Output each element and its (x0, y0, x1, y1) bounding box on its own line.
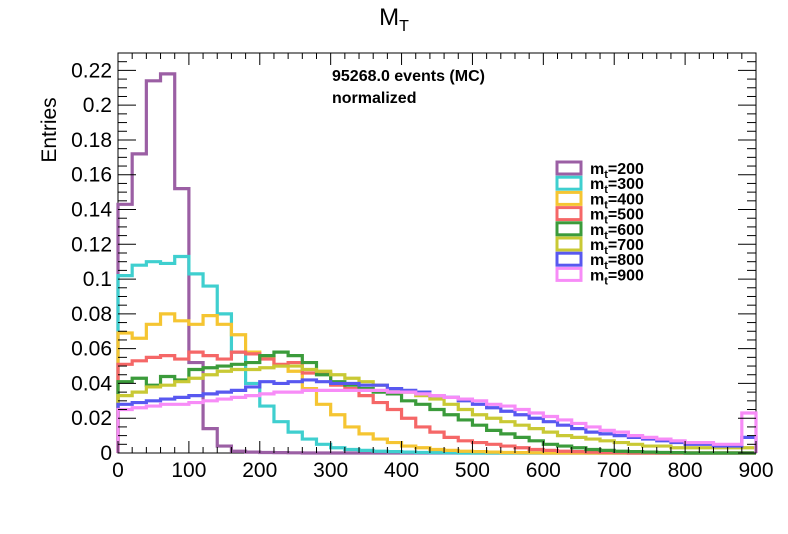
y-tick-label: 0.12 (71, 233, 112, 256)
chart-title-sub: T (399, 17, 409, 35)
legend-swatch (555, 251, 583, 267)
x-tick-label: 100 (171, 459, 206, 482)
chart-title: MT (0, 4, 788, 36)
legend-label: mt=800 (590, 252, 644, 272)
series-layer (116, 72, 758, 455)
y-tick-label: 0.14 (71, 199, 112, 222)
x-tick-label: 0 (112, 459, 124, 482)
x-tick-label: 800 (668, 459, 703, 482)
y-tick-label: 0.1 (83, 268, 112, 291)
y-tick-label: 0.08 (71, 303, 112, 326)
legend-swatch (555, 160, 583, 176)
legend-label: mt=900 (590, 267, 644, 287)
y-tick-label: 0.04 (71, 372, 112, 395)
x-tick-label: 200 (242, 459, 277, 482)
y-tick-label: 0.16 (71, 164, 112, 187)
axes-layer: 0 100 200 300 400 500 600 700 800 900 0 0.02 0.04 0.0… (71, 52, 774, 482)
legend-label: mt=500 (590, 207, 644, 227)
legend-swatch (555, 221, 583, 237)
x-tick-label: 900 (738, 459, 773, 482)
x-tick-label: 600 (526, 459, 561, 482)
y-tick-label: 0.06 (71, 338, 112, 361)
x-tick-label: 400 (384, 459, 419, 482)
legend-swatch (555, 236, 583, 252)
annotation-normalized: normalized (332, 90, 416, 107)
y-tick-label: 0 (100, 442, 112, 465)
annotation-events: 95268.0 events (MC) (332, 68, 485, 85)
legend-label: mt=200 (590, 161, 644, 181)
legend-label: mt=700 (590, 237, 644, 257)
chart-title-main: M (379, 4, 400, 31)
series-6-line (116, 364, 758, 453)
legend-label: mt=400 (590, 191, 644, 211)
legend-swatch (555, 266, 583, 282)
legend-label: mt=600 (590, 222, 644, 242)
series-5-line (116, 350, 756, 455)
y-tick-label: 0.02 (71, 407, 112, 430)
legend-label: mt=300 (590, 176, 644, 196)
series-7-line (116, 378, 758, 453)
series-8-line (116, 388, 758, 453)
y-tick-label: 0.18 (71, 129, 112, 152)
y-tick-label: 0.2 (83, 94, 112, 117)
y-tick-label: 0.22 (71, 59, 112, 82)
x-tick-label: 300 (313, 459, 348, 482)
legend: mt=200mt=300mt=400mt=500mt=600mt=700mt=8… (555, 160, 644, 287)
y-axis-label: Entries (38, 97, 61, 162)
legend-swatch (555, 190, 583, 206)
x-tick-label: 700 (597, 459, 632, 482)
x-tick-label: 500 (455, 459, 490, 482)
legend-swatch (555, 206, 583, 222)
legend-swatch (555, 175, 583, 191)
